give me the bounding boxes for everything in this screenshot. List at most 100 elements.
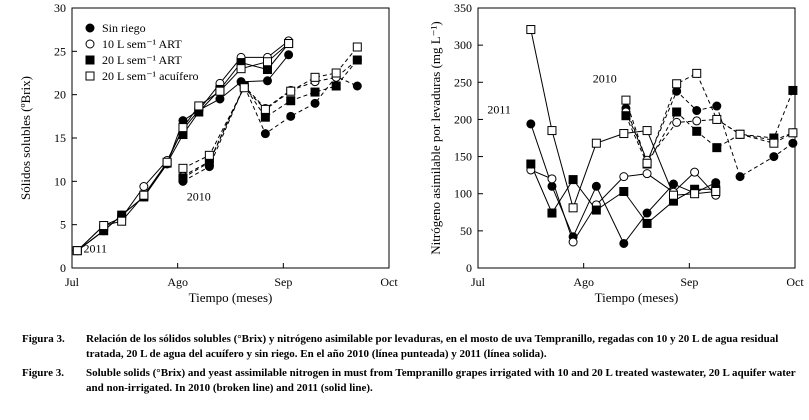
data-point-2010	[712, 101, 722, 111]
data-point-2011	[568, 237, 578, 247]
data-point-2011	[619, 186, 629, 196]
x-tick-label: Sep	[274, 275, 292, 289]
data-point-2011	[215, 94, 225, 104]
data-point-2011	[236, 64, 246, 74]
data-point-2011	[668, 179, 678, 189]
x-tick-label: Oct	[380, 275, 398, 289]
data-point-2010	[788, 138, 798, 148]
y-tick-label: 200	[454, 112, 472, 126]
data-point-2011	[117, 216, 127, 226]
x-tick-label: Ago	[167, 275, 188, 289]
data-point-2010	[692, 116, 702, 126]
data-point-2011	[526, 159, 536, 169]
year-annotation: 2010	[187, 189, 211, 203]
y-tick-label: 150	[454, 150, 472, 164]
data-point-2011	[568, 203, 578, 213]
data-point-2010	[769, 152, 779, 162]
data-point-2011	[215, 86, 225, 96]
data-point-2011	[178, 123, 188, 133]
year-annotation: 2011	[83, 241, 107, 255]
series-line-2010	[625, 72, 794, 165]
legend-marker	[85, 71, 95, 81]
y-tick-label: 0	[60, 261, 66, 275]
data-point-2011	[642, 218, 652, 228]
chart-nitrogen: 0 50 100 150 200 250 300 350 Jul Ago Sep Oct Tiempo …	[428, 1, 804, 305]
data-point-2010	[331, 68, 341, 78]
data-point-2010	[769, 138, 779, 148]
legend-label: Sin riego	[102, 21, 146, 35]
series-line-2011	[76, 54, 289, 252]
data-point-2011	[642, 126, 652, 136]
data-point-2010	[788, 85, 798, 95]
data-point-2010	[260, 104, 270, 114]
data-point-2011	[642, 208, 652, 218]
data-point-2011	[619, 129, 629, 139]
data-point-2011	[690, 189, 700, 199]
x-tick-label: Oct	[786, 275, 804, 289]
caption-spanish-label: Figura 3.	[22, 333, 65, 345]
data-point-2011	[526, 119, 536, 129]
data-point-2011	[139, 182, 149, 192]
data-point-2010	[286, 86, 296, 96]
y-tick-label: 20	[54, 88, 66, 102]
legend-marker	[85, 39, 95, 49]
y-tick-label: 50	[460, 224, 472, 238]
data-point-2010	[735, 172, 745, 182]
data-point-2010	[331, 81, 341, 91]
data-point-2010	[672, 79, 682, 89]
data-point-2010	[286, 111, 296, 121]
data-point-2011	[262, 65, 272, 75]
legend: Sin riego 10 L sem⁻¹ ART 20 L sem⁻¹ ART 20 …	[85, 21, 198, 83]
data-point-2011	[591, 205, 601, 215]
year-annotation: 2010	[593, 71, 617, 85]
data-point-2011	[284, 50, 294, 60]
data-point-2010	[310, 87, 320, 97]
data-point-2010	[260, 112, 270, 122]
series-line-2011	[530, 123, 717, 245]
legend-label: 20 L sem⁻¹ ART	[102, 53, 182, 67]
data-point-2010	[178, 163, 188, 173]
data-point-2010	[712, 143, 722, 153]
data-point-2010	[204, 150, 214, 160]
caption-english: Figure 3. Soluble solids (°Brix) and yea…	[22, 366, 804, 396]
data-point-2011	[591, 181, 601, 191]
data-point-2010	[286, 96, 296, 106]
y-tick-label: 25	[54, 44, 66, 58]
data-point-2011	[526, 25, 536, 35]
data-point-2010	[672, 107, 682, 117]
data-point-2011	[642, 169, 652, 179]
series-line-2010	[182, 75, 358, 182]
data-point-2010	[260, 129, 270, 139]
x-axis-label: Tiempo (meses)	[595, 290, 679, 305]
x-tick-label: Ago	[573, 275, 594, 289]
figure-3-charts: 0 5 10 15 20 25 30 Jul Ago Sep Oct Tiempo (meses) Só…	[18, 1, 804, 305]
caption-spanish-text: Relación de los sólidos solubles (°Brix)…	[86, 333, 779, 360]
data-point-2010	[672, 117, 682, 127]
y-tick-label: 30	[54, 1, 66, 15]
data-point-2011	[162, 157, 172, 167]
year-annotation: 2011	[487, 102, 511, 116]
data-point-2011	[547, 181, 557, 191]
data-point-2010	[310, 72, 320, 82]
data-point-2010	[352, 55, 362, 65]
data-point-2011	[668, 190, 678, 200]
data-point-2011	[547, 208, 557, 218]
y-tick-label: 100	[454, 187, 472, 201]
x-axis-label: Tiempo (meses)	[189, 290, 273, 305]
data-point-2011	[139, 190, 149, 200]
figure-captions: Figura 3. Relación de los sólidos solubl…	[22, 332, 804, 396]
data-point-2010	[621, 95, 631, 105]
data-point-2011	[547, 126, 557, 136]
x-tick-label: Sep	[680, 275, 698, 289]
data-point-2010	[712, 114, 722, 124]
data-point-2010	[352, 81, 362, 91]
data-point-2010	[352, 42, 362, 52]
chart-soluble-solids: 0 5 10 15 20 25 30 Jul Ago Sep Oct Tiempo (meses) Só…	[18, 1, 398, 305]
x-tick-label: Jul	[471, 275, 486, 289]
legend-marker	[85, 55, 95, 65]
y-tick-label: 10	[54, 174, 66, 188]
caption-spanish: Figura 3. Relación de los sólidos solubl…	[22, 332, 804, 362]
data-point-2011	[547, 174, 557, 184]
data-point-2011	[262, 76, 272, 86]
data-point-2010	[692, 106, 702, 116]
